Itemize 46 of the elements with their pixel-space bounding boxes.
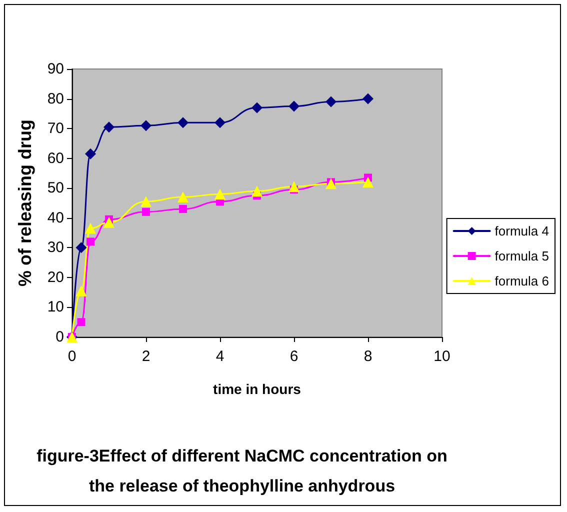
x-axis-title: time in hours [213,381,302,397]
x-tick-label: 4 [216,348,224,365]
y-tick-label: 20 [47,268,64,286]
point [178,192,188,203]
legend-label: formula 4 [494,224,550,238]
point [252,102,262,114]
point [140,120,152,132]
y-tick-label: 90 [47,60,64,78]
point [326,178,336,190]
point [362,93,374,104]
point [252,186,262,197]
point [178,117,188,128]
y-tick-label: 30 [47,239,64,256]
point [76,285,87,296]
y-tick-label: 50 [47,180,64,197]
point [288,181,300,192]
point [85,148,96,160]
y-tick-label: 80 [47,90,64,108]
point [104,122,114,133]
x-tick-label: 10 [434,348,450,365]
point [76,242,87,254]
x-tick-label: 8 [364,348,372,365]
legend-label: formula 6 [494,274,550,288]
legend-label: formula 5 [494,248,550,264]
y-tick-label: 60 [47,150,64,167]
x-tick-label: 0 [68,348,76,365]
y-tick-label: 40 [47,209,64,226]
y-tick-label: 0 [56,328,64,346]
point [140,196,152,208]
x-tick-label: 2 [142,348,150,365]
point [104,216,114,228]
y-tick-label: 10 [47,298,64,316]
point [77,318,86,326]
point [362,176,374,188]
y-tick-label: 70 [47,120,64,138]
x-tick-label: 6 [290,348,298,365]
point [326,96,336,108]
point [179,204,187,213]
y-axis-title: % of releasing drug [15,119,35,287]
point [214,117,226,128]
text: figure-3Effect of different NaCMC concentration on the release of theophylline anhydrous [36,446,448,496]
point [85,222,96,234]
point [86,238,94,246]
point [288,100,300,112]
point [142,208,150,216]
point [214,188,226,200]
